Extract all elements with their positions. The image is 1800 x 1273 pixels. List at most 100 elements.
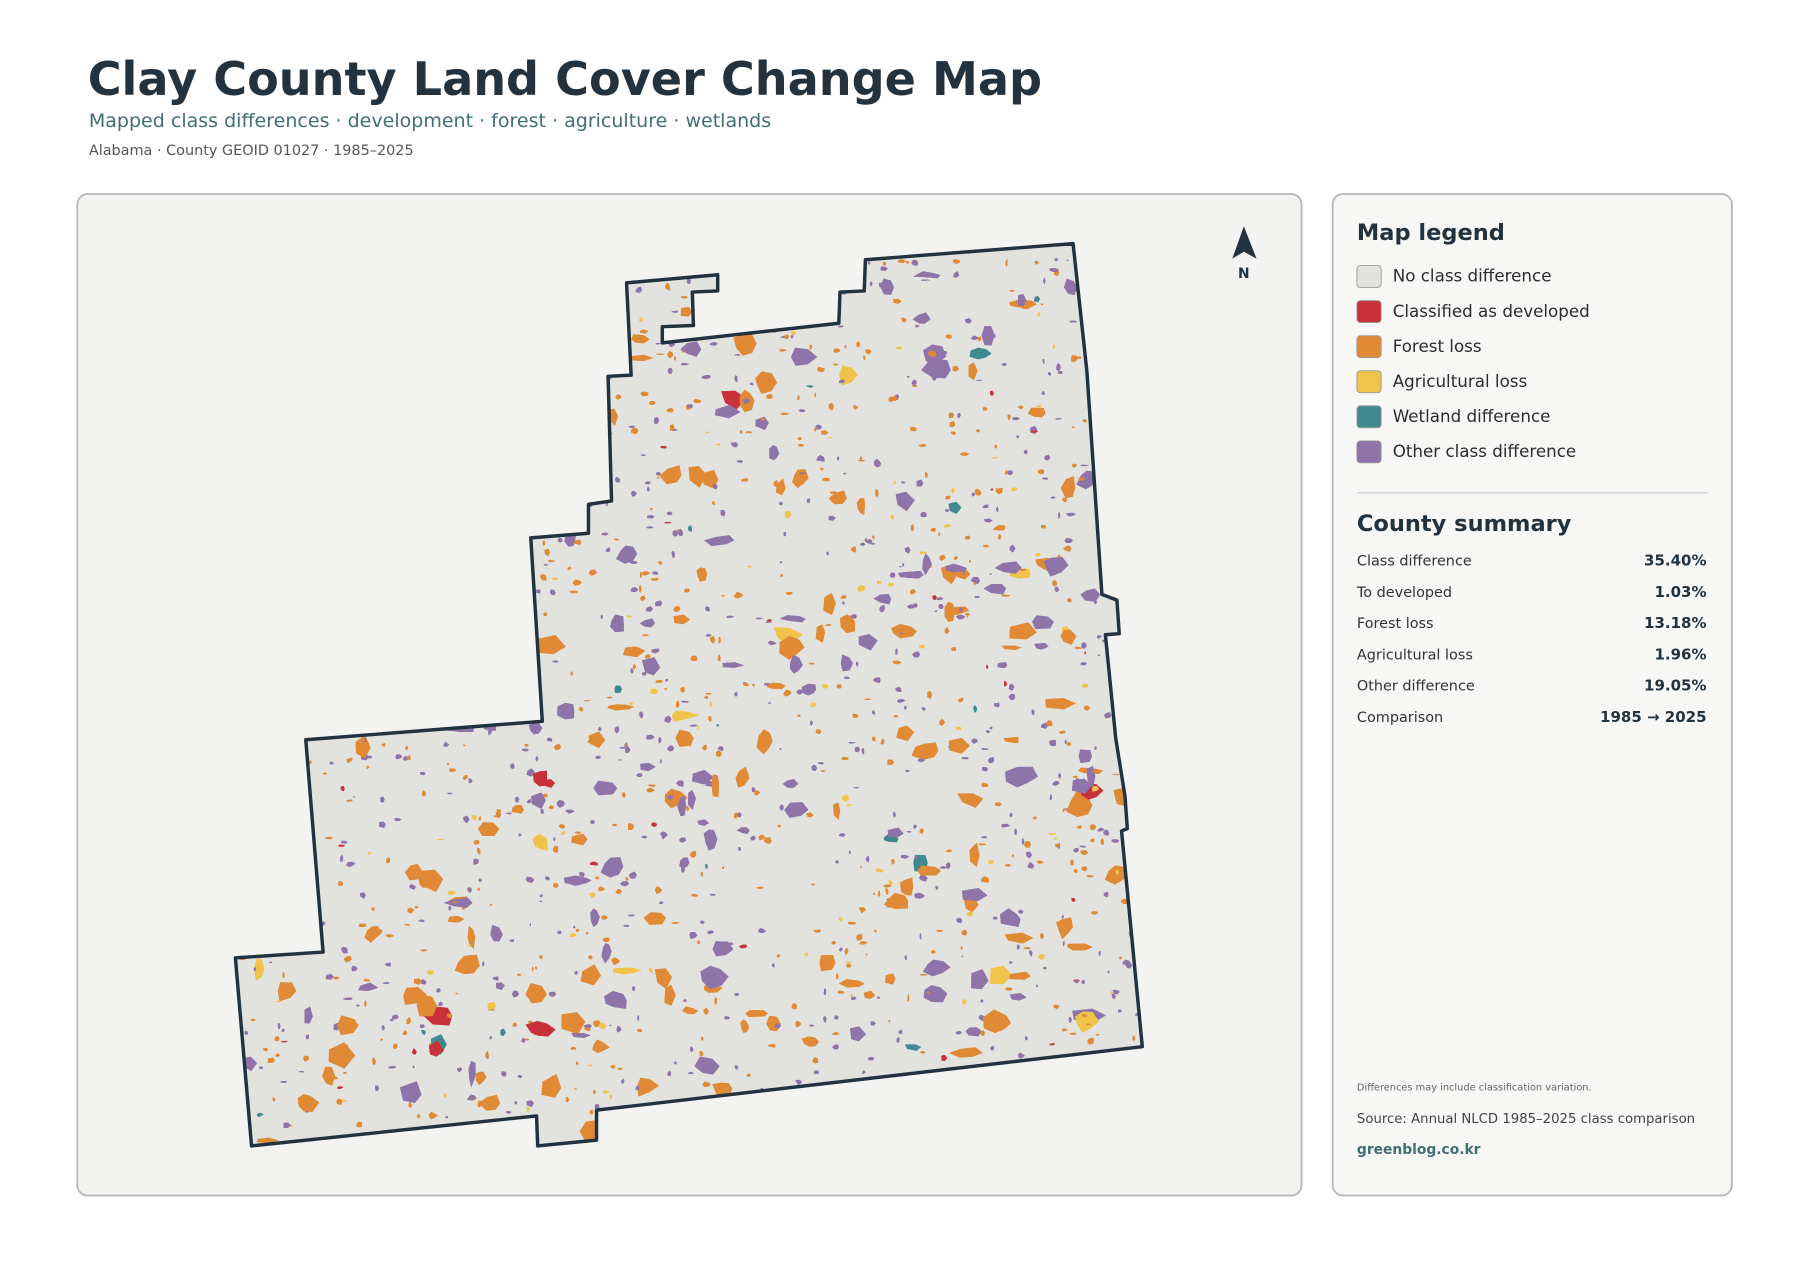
change-patch — [528, 722, 543, 735]
change-patch — [888, 1019, 891, 1023]
change-patch — [543, 564, 549, 566]
change-patch — [905, 769, 910, 773]
change-patch — [363, 978, 371, 982]
change-patch — [526, 1100, 534, 1107]
change-patch — [853, 786, 860, 789]
change-patch — [892, 660, 902, 665]
change-patch — [994, 802, 1002, 807]
change-patch — [828, 402, 834, 411]
change-patch — [1003, 680, 1008, 687]
change-patch — [919, 551, 927, 554]
change-patch — [381, 1025, 385, 1031]
side-panel — [1331, 193, 1733, 1197]
change-patch — [277, 982, 297, 1002]
change-patch — [878, 890, 881, 897]
change-patch — [920, 279, 931, 281]
county-base — [235, 243, 1143, 1146]
change-patch — [867, 261, 871, 265]
change-patch — [629, 560, 638, 565]
change-patch — [1049, 794, 1053, 801]
change-patch — [1042, 358, 1045, 364]
change-patch — [610, 1065, 616, 1069]
change-patch — [625, 876, 629, 881]
change-patch — [1014, 828, 1017, 835]
change-patch — [1104, 712, 1112, 719]
change-patch — [630, 587, 639, 593]
change-patch — [683, 999, 687, 1003]
change-patch — [280, 1040, 289, 1043]
change-patch — [639, 584, 642, 593]
change-patch — [826, 551, 829, 556]
change-patch — [746, 565, 752, 568]
change-patch — [615, 476, 621, 483]
change-patch — [673, 606, 681, 612]
change-patch — [505, 812, 512, 815]
change-patch — [778, 501, 783, 506]
change-patch — [738, 846, 741, 851]
change-patch — [1103, 829, 1110, 836]
change-patch — [1049, 1043, 1055, 1046]
change-patch — [893, 715, 898, 718]
change-patch — [1037, 469, 1045, 475]
change-patch — [602, 937, 610, 943]
change-patch — [1009, 812, 1013, 818]
change-patch — [776, 954, 780, 958]
change-patch — [416, 869, 444, 892]
change-patch — [1070, 859, 1074, 866]
legend-label: Forest loss — [1393, 336, 1482, 356]
change-patch — [863, 355, 866, 360]
change-patch — [891, 858, 895, 865]
change-patch — [697, 819, 710, 826]
change-patch — [895, 686, 902, 692]
change-patch — [887, 582, 895, 587]
change-patch — [569, 590, 578, 594]
change-patch — [888, 396, 894, 402]
change-patch — [641, 835, 648, 839]
change-patch — [961, 955, 964, 958]
change-patch — [580, 964, 602, 986]
change-patch — [901, 855, 910, 859]
change-patch — [478, 878, 482, 882]
change-patch — [935, 885, 939, 891]
county-outline — [233, 241, 1145, 1148]
change-patch — [534, 966, 538, 970]
change-patch — [1058, 773, 1062, 779]
change-patch — [852, 713, 859, 718]
change-patch — [625, 743, 628, 746]
change-patch — [919, 828, 924, 834]
change-patch — [595, 876, 600, 880]
change-patch — [708, 716, 712, 722]
change-patch — [421, 1030, 427, 1036]
summary-label: To developed — [1356, 585, 1452, 601]
change-patch — [598, 886, 605, 892]
change-patch — [797, 437, 802, 441]
summary-value: 13.18% — [1644, 614, 1706, 632]
change-patch — [601, 942, 612, 964]
change-patch — [858, 907, 867, 914]
change-patch — [702, 1081, 711, 1088]
change-patch — [875, 489, 879, 497]
change-patch — [593, 780, 618, 796]
change-patch — [734, 354, 741, 356]
change-patch — [737, 812, 742, 818]
change-patch — [367, 852, 372, 855]
change-patch — [336, 1086, 344, 1089]
change-patch — [833, 348, 841, 353]
change-patch — [573, 1088, 578, 1090]
change-patch — [668, 342, 675, 348]
change-patch — [346, 758, 352, 764]
change-patch — [865, 856, 870, 863]
change-patch — [875, 868, 885, 873]
change-patch — [1062, 940, 1065, 947]
change-patch — [554, 744, 562, 750]
change-patch — [631, 334, 650, 344]
legend-label: Other class difference — [1393, 441, 1577, 461]
change-patch — [701, 374, 711, 380]
change-patch — [1067, 943, 1093, 951]
change-patch — [1023, 841, 1032, 848]
change-patch — [1069, 1032, 1077, 1036]
change-patch — [1005, 766, 1039, 788]
change-patch — [841, 794, 850, 803]
change-patch — [1071, 897, 1076, 903]
change-patch — [1009, 289, 1015, 292]
